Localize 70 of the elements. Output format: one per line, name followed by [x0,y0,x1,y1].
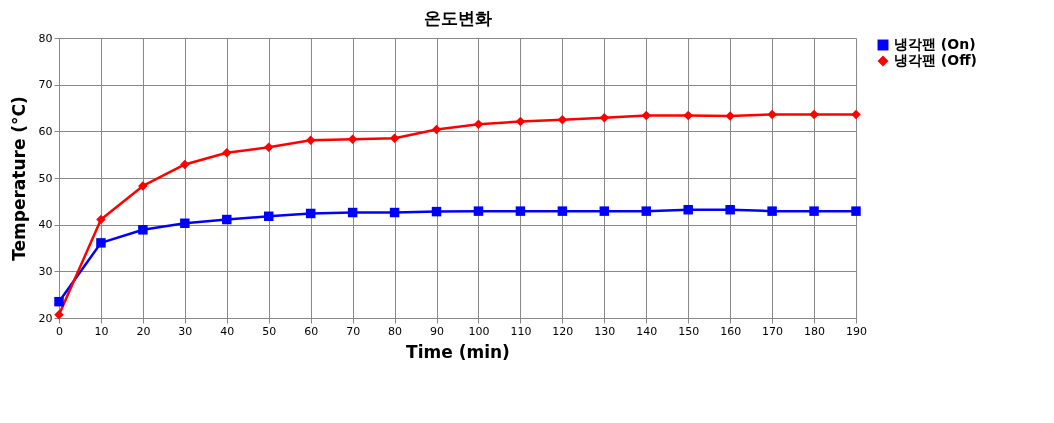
point [305,135,316,145]
y-tick-label: 30 [38,264,53,278]
point [389,207,400,218]
y-tick-label: 50 [38,171,53,185]
point [54,309,64,320]
point [347,134,358,145]
legend-label: 냉각팬 (On) [894,36,976,52]
x-tick-label: 170 [762,324,784,338]
y-tick-label: 40 [38,218,53,232]
point [180,159,190,170]
point [641,110,652,121]
point [473,119,484,130]
y-axis-title: Temperature (°C) [8,96,29,261]
x-tick-label: 190 [846,324,867,338]
legend-label: 냉각팬 (Off) [894,52,977,68]
point [96,238,106,248]
point [389,133,400,144]
x-tick-label: 60 [304,324,319,338]
point [557,206,568,216]
point [641,206,652,216]
x-tick-label: 40 [220,324,235,338]
point [767,109,777,120]
point [515,206,526,216]
y-tick-label: 20 [38,311,53,325]
point [54,296,64,307]
chart-title: 온도변화 [423,8,492,28]
x-tick-label: 160 [720,324,742,338]
point [725,204,735,215]
point [222,148,232,158]
x-tick-label: 70 [346,324,361,338]
point [222,214,232,225]
point [263,142,274,152]
x-tick-label: 0 [56,324,63,338]
x-tick-label: 100 [468,324,490,338]
x-tick-label: 20 [136,324,151,338]
point [683,110,693,121]
point [347,207,358,218]
y-tick-label: 80 [38,31,53,45]
point [767,206,777,216]
x-tick-label: 50 [262,324,277,338]
point [305,208,316,219]
point [851,109,861,120]
x-tick-label: 130 [594,324,616,338]
point [851,206,861,216]
x-tick-label: 10 [94,324,109,338]
y-tick-label: 60 [38,124,53,138]
x-axis-title: Time (min) [406,341,510,362]
x-tick-label: 90 [430,324,445,338]
point [599,206,610,216]
x-tick-label: 150 [678,324,700,338]
point [473,206,484,216]
x-tick-label: 80 [388,324,403,338]
point [683,204,693,215]
x-tick-label: 180 [804,324,826,338]
point [809,206,819,216]
point [809,109,819,120]
point [138,225,148,235]
x-tick-label: 30 [178,324,193,338]
x-tick-label: 120 [552,324,574,338]
point [180,218,190,229]
x-tick-label: 140 [636,324,658,338]
point [515,116,526,127]
point [263,211,274,222]
y-tick-label: 70 [38,78,53,92]
point [431,124,442,135]
point [599,113,610,123]
x-tick-label: 110 [510,324,532,338]
point [431,206,442,217]
point [557,114,568,125]
point [96,214,106,225]
